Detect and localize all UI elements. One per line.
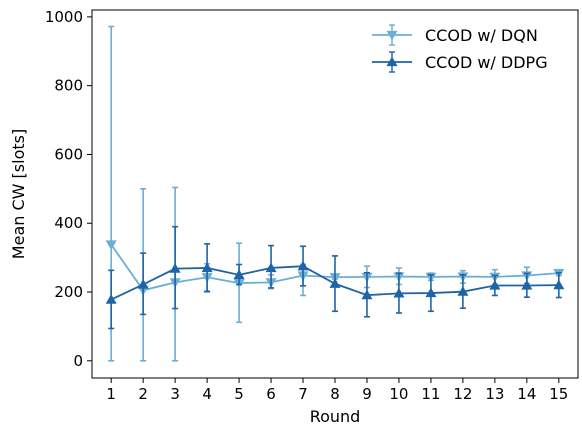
legend-label-0: CCOD w/ DQN bbox=[425, 26, 538, 45]
y-axis-label: Mean CW [slots] bbox=[9, 129, 28, 259]
legend-marker-0 bbox=[386, 30, 398, 41]
y-tick-label-0: 0 bbox=[73, 352, 83, 370]
series-1-point-4 bbox=[233, 269, 245, 279]
x-tick-label-10: 11 bbox=[421, 385, 440, 403]
x-tick-label-4: 5 bbox=[234, 385, 244, 403]
legend-item-1: CCOD w/ DDPG bbox=[372, 51, 548, 73]
y-tick-label-2: 400 bbox=[54, 214, 83, 232]
x-tick-label-6: 7 bbox=[298, 385, 308, 403]
x-tick-label-12: 13 bbox=[485, 385, 504, 403]
series-1-point-12 bbox=[489, 279, 501, 290]
series-layer bbox=[105, 25, 565, 362]
series-1-point-0 bbox=[105, 294, 117, 304]
series-1-point-2 bbox=[169, 263, 181, 273]
x-tick-label-13: 14 bbox=[517, 385, 536, 403]
legend-label-1: CCOD w/ DDPG bbox=[425, 53, 548, 72]
series-1-point-5 bbox=[265, 262, 277, 273]
series-1-point-9 bbox=[393, 287, 405, 298]
series-1-point-14 bbox=[553, 279, 565, 290]
series-1-point-6 bbox=[297, 260, 309, 271]
x-tick-label-9: 10 bbox=[389, 385, 408, 403]
legend-item-0: CCOD w/ DQN bbox=[372, 24, 538, 46]
x-axis-label: Round bbox=[310, 407, 361, 426]
series-1-point-8 bbox=[361, 289, 373, 300]
series-1-point-13 bbox=[521, 279, 533, 290]
x-tick-label-7: 8 bbox=[330, 385, 340, 403]
y-tick-label-1: 200 bbox=[54, 283, 83, 301]
series-1-point-7 bbox=[329, 278, 341, 288]
x-tick-label-11: 12 bbox=[453, 385, 472, 403]
x-tick-label-8: 9 bbox=[362, 385, 372, 403]
x-tick-label-14: 15 bbox=[549, 385, 568, 403]
x-tick-label-2: 3 bbox=[170, 385, 180, 403]
y-tick-label-3: 600 bbox=[54, 145, 83, 163]
series-1-point-1 bbox=[137, 278, 149, 289]
y-tick-label-5: 1000 bbox=[45, 8, 83, 26]
x-tick-label-0: 1 bbox=[106, 385, 116, 403]
x-tick-label-1: 2 bbox=[138, 385, 148, 403]
legend: CCOD w/ DQN CCOD w/ DDPG bbox=[372, 24, 548, 73]
legend-marker-1 bbox=[386, 56, 398, 67]
x-tick-label-3: 4 bbox=[202, 385, 212, 403]
series-1-point-3 bbox=[201, 262, 213, 273]
x-tick-label-5: 6 bbox=[266, 385, 276, 403]
series-1 bbox=[105, 225, 565, 330]
series-0-point-0 bbox=[105, 240, 117, 251]
series-1-point-11 bbox=[457, 286, 469, 296]
y-tick-label-4: 800 bbox=[54, 77, 83, 95]
series-1-point-10 bbox=[425, 287, 437, 298]
